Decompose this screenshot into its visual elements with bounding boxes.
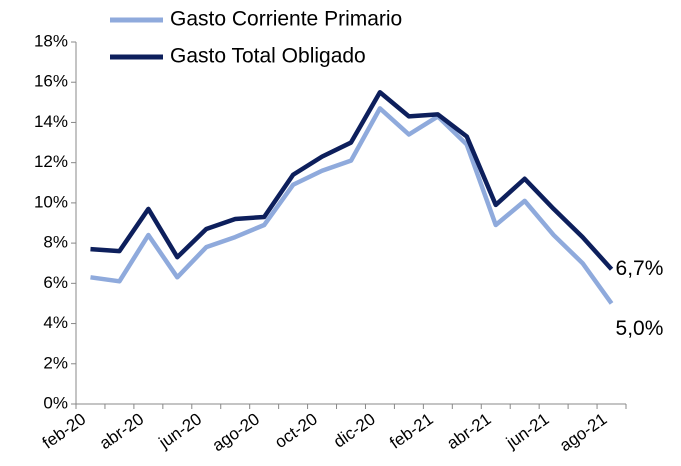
x-tick-label: oct-20 (271, 409, 321, 452)
y-tick-label: 10% (34, 192, 68, 211)
series-line (90, 106, 614, 305)
y-tick-label: 4% (43, 313, 68, 332)
series-line (90, 90, 614, 271)
x-tick-label: ago-21 (556, 409, 610, 455)
x-tick-label: feb-20 (39, 409, 89, 452)
data-label: 5,0% (616, 317, 664, 340)
y-tick-label: 8% (43, 233, 68, 252)
y-tick-label: 12% (34, 152, 68, 171)
x-tick-label: jun-21 (502, 409, 552, 452)
x-tick-label: dic-20 (330, 409, 379, 451)
legend-label: Gasto Total Obligado (170, 45, 366, 68)
x-tick-label: feb-21 (386, 409, 436, 452)
y-tick-label: 2% (43, 353, 68, 372)
y-tick-label: 14% (34, 112, 68, 131)
x-tick-label: ago-20 (209, 409, 263, 455)
y-tick-label: 0% (43, 393, 68, 412)
x-tick-label: jun-20 (155, 409, 205, 452)
x-tick-label: abr-21 (443, 409, 494, 453)
x-tick-label: abr-20 (96, 409, 147, 453)
y-tick-label: 16% (34, 72, 68, 91)
legend-label: Gasto Corriente Primario (170, 8, 402, 31)
data-label: 6,7% (616, 257, 664, 280)
y-tick-label: 6% (43, 273, 68, 292)
y-tick-label: 18% (34, 31, 68, 50)
